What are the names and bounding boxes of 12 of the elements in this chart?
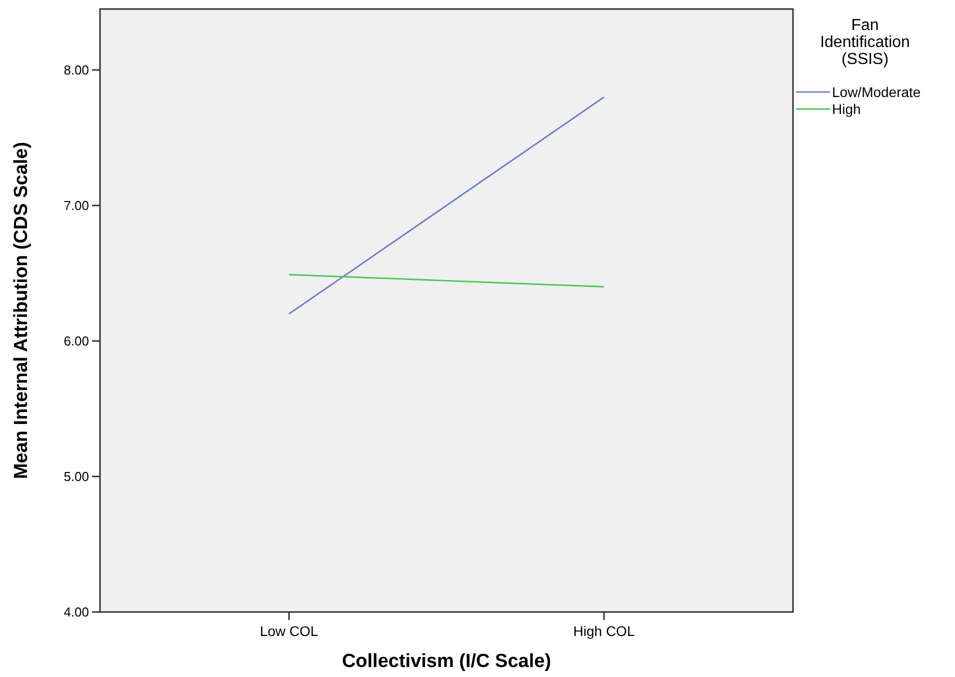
x-tick-label: High COL xyxy=(573,623,635,639)
y-tick-label: 6.00 xyxy=(64,334,89,349)
y-tick-label: 4.00 xyxy=(64,604,89,620)
legend-label: High xyxy=(832,100,861,117)
x-axis-title: Collectivism (I/C Scale) xyxy=(342,651,552,672)
legend-title: Fan Identification (SSIS) xyxy=(820,17,910,68)
y-axis-title: Mean Internal Attribution (CDS Scale) xyxy=(11,142,32,480)
legend-label: Low/Moderate xyxy=(832,84,921,100)
y-tick-label: 8.00 xyxy=(64,62,89,78)
x-tick-label: Low COL xyxy=(260,623,318,639)
y-tick-label: 5.00 xyxy=(64,469,89,484)
y-tick-label: 7.00 xyxy=(64,198,89,214)
